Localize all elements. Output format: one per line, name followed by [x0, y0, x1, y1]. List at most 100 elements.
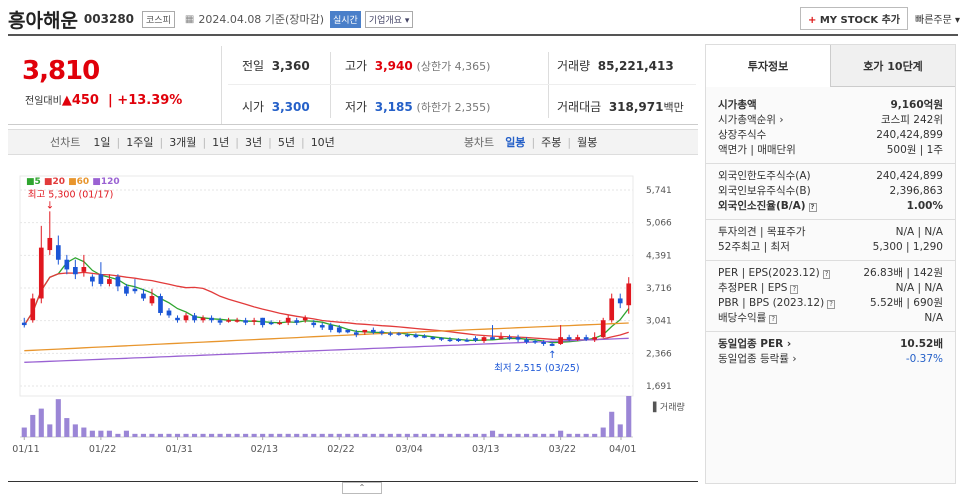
current-price-box: 3,810: [22, 56, 100, 86]
candle-body: [64, 259, 70, 270]
candle-body: [132, 288, 138, 292]
tab-investment-info[interactable]: 투자정보: [706, 45, 831, 87]
volume-bar: [285, 433, 291, 437]
period-1w[interactable]: 1주일: [126, 136, 154, 149]
candle-body: [515, 337, 521, 340]
candle-body: [234, 320, 240, 322]
help-icon[interactable]: ?: [808, 203, 817, 212]
candle-body: [498, 337, 504, 339]
period-3m[interactable]: 3개월: [169, 136, 197, 149]
volume-bar: [140, 433, 147, 437]
market-cap-rank-row[interactable]: 시가총액순위 › 코스피 242위: [718, 114, 943, 126]
volume-bar: [609, 411, 615, 437]
period-monthly[interactable]: 월봉: [577, 136, 598, 149]
tab-orderbook[interactable]: 호가 10단계: [831, 45, 955, 87]
volume-bar: [157, 433, 164, 437]
volume-bar: [387, 433, 393, 437]
mystock-add-button[interactable]: + MY STOCK 추가: [799, 7, 908, 30]
help-icon[interactable]: ?: [790, 285, 799, 294]
candle-body: [311, 322, 317, 326]
change-label: 전일대비: [25, 96, 62, 107]
candle-body: [370, 329, 376, 333]
period-daily[interactable]: 일봉: [505, 136, 526, 149]
volume-bar: [455, 433, 462, 437]
quick-order-button[interactable]: 빠른주문 ▾: [915, 15, 960, 26]
volume-bar: [617, 424, 623, 437]
candle-body: [592, 337, 598, 340]
plus-icon: +: [807, 15, 817, 26]
trade-amount: 거래대금 318,971백만: [557, 100, 684, 114]
volume-bar: [447, 433, 453, 437]
candle-body: [217, 320, 223, 323]
candle-body: [226, 320, 231, 322]
low-value: 3,185: [374, 100, 413, 114]
change-sign: +: [117, 93, 129, 108]
candle-body: [55, 245, 61, 260]
volume-bar: [30, 414, 36, 437]
volume-bar: [174, 433, 181, 437]
period-1d[interactable]: 1일: [93, 136, 111, 149]
volume: 거래량 85,221,413: [557, 59, 674, 73]
volume-label: ▌거래량: [652, 401, 685, 413]
current-price: 3,810: [22, 56, 100, 86]
line-chart-label: 선차트: [50, 136, 81, 149]
foreign-ratio-row: 외국인소진율(B/A)? 1.00%: [718, 199, 943, 212]
volume-bar: [558, 430, 564, 437]
candle-body: [115, 276, 121, 287]
realtime-button[interactable]: 실시간: [330, 10, 361, 28]
candle-body: [260, 317, 265, 326]
candle-body: [473, 338, 478, 341]
volume-bar: [626, 396, 632, 437]
volume-bar: [226, 433, 232, 437]
volume-bar: [89, 430, 95, 437]
price-chart[interactable]: 5,741 5,066 4,391 3,716 3,041 2,366 1,691 최고 5,…: [8, 160, 698, 480]
market-cap-row: 시가총액 9,160억원: [718, 99, 943, 111]
volume-bar: [413, 433, 419, 437]
help-icon[interactable]: ?: [769, 315, 778, 324]
volume-bar: [38, 408, 44, 437]
period-weekly[interactable]: 주봉: [541, 136, 562, 149]
date-info: 2024.04.08 기준(장마감): [198, 13, 324, 26]
period-5y[interactable]: 5년: [277, 136, 295, 149]
change-value: 450: [71, 93, 99, 108]
candle-body: [294, 320, 300, 323]
candle-body: [617, 298, 623, 304]
volume-bar: [464, 433, 470, 437]
candle-body: [124, 286, 129, 294]
prev-close: 전일 3,360: [242, 59, 310, 73]
dividend-row: 배당수익률? N/A: [718, 311, 943, 324]
volume-bar: [64, 418, 70, 437]
volume-bar: [592, 433, 598, 437]
collapse-chart-button[interactable]: ⌃: [342, 482, 382, 494]
volume-bar: [200, 433, 206, 437]
face-value-row: 액면가 | 매매단위 500원 | 1주: [718, 144, 943, 156]
help-icon[interactable]: ?: [827, 299, 835, 309]
sector-per-row[interactable]: 동일업종 PER › 10.52배: [718, 338, 943, 350]
candle-body: [566, 337, 572, 340]
candle-body: [405, 334, 410, 337]
y-tick-label: 5,066: [646, 219, 672, 229]
period-1y[interactable]: 1년: [212, 136, 230, 149]
price-change: 전일대비▲450 | +13.39%: [25, 93, 183, 108]
sector-change-row[interactable]: 동일업종 등락률 › -0.37%: [718, 352, 943, 366]
candle-body: [47, 237, 53, 251]
volume-bar: [362, 433, 368, 437]
candle-body: [447, 339, 453, 342]
candle-body: [507, 337, 512, 339]
period-10y[interactable]: 10년: [310, 136, 335, 149]
volume-bar: [575, 433, 581, 437]
volume-bar: [72, 424, 78, 437]
legend-ma60: ■60: [68, 177, 90, 187]
company-overview-dropdown[interactable]: 기업개요 ▾: [364, 10, 414, 28]
volume-bar: [115, 433, 121, 437]
candle-body: [396, 333, 402, 335]
period-3y[interactable]: 3년: [245, 136, 263, 149]
y-tick-label: 1,691: [646, 382, 672, 392]
volume-bar: [123, 430, 129, 437]
candle-body: [209, 317, 214, 321]
volume-bar: [506, 433, 513, 437]
help-icon[interactable]: ?: [822, 269, 831, 279]
x-tick-label: 01/11: [12, 444, 39, 455]
low-arrow-icon: ↑: [548, 350, 556, 361]
candle-body: [481, 337, 487, 342]
